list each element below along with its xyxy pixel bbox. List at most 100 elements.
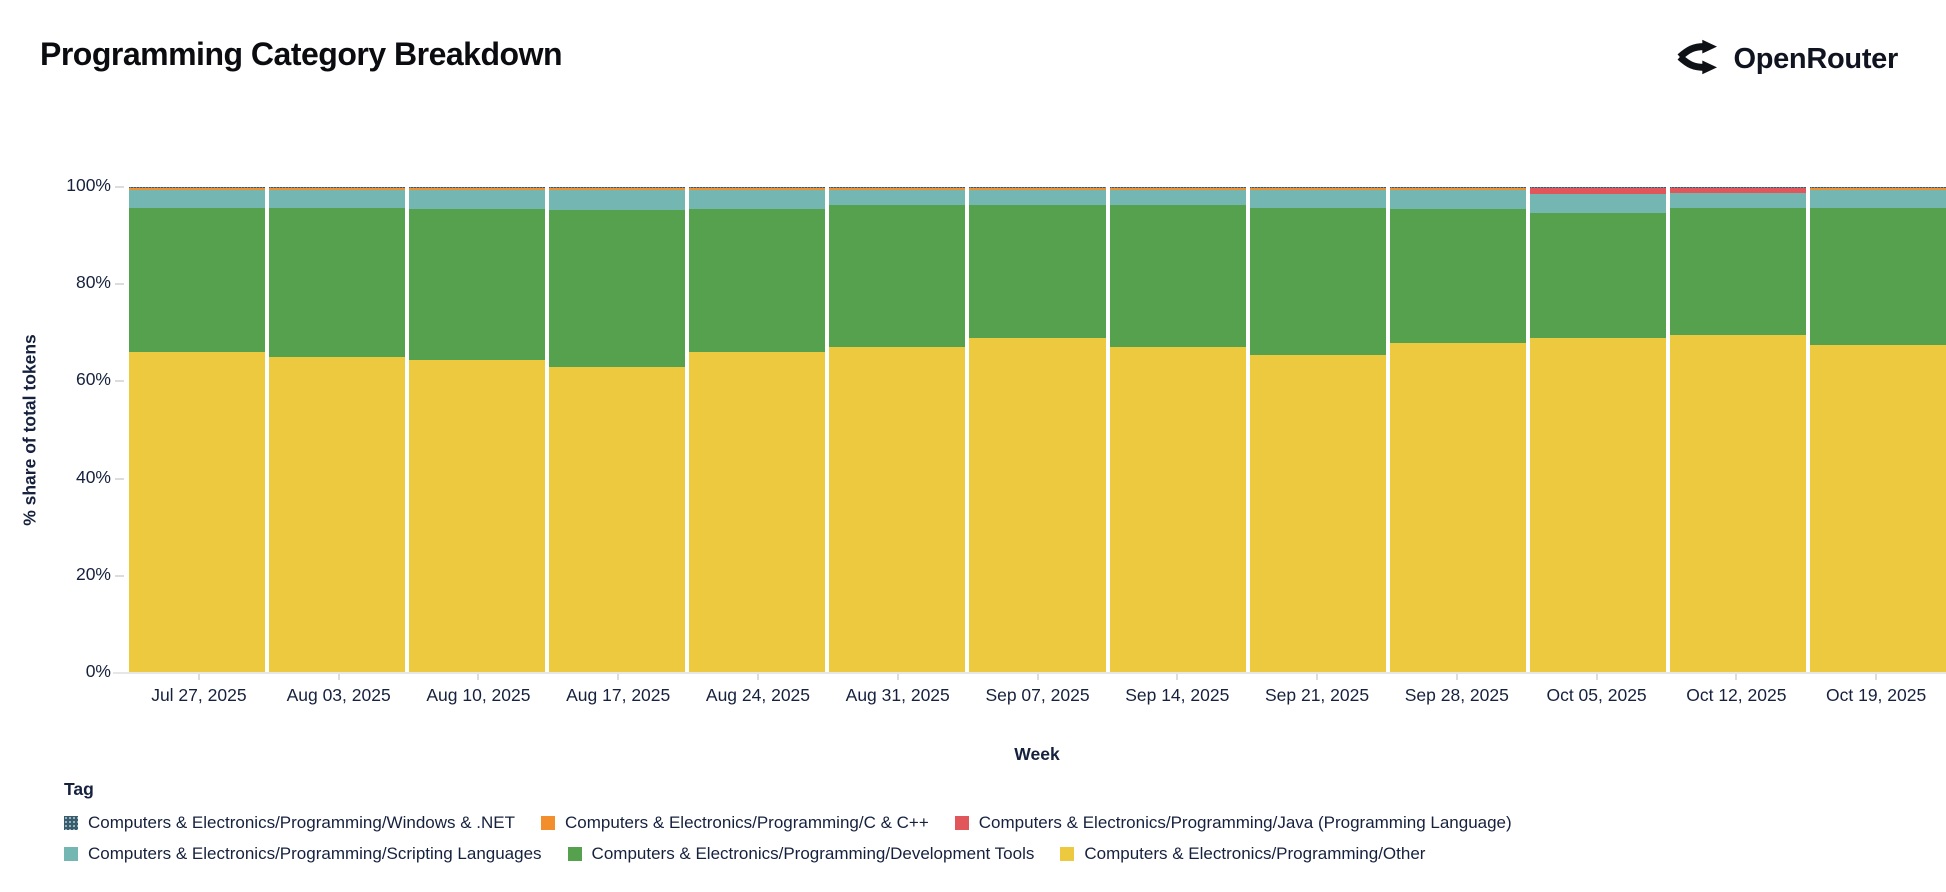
bar-segment[interactable]	[549, 210, 686, 367]
stacked-bar[interactable]	[269, 187, 406, 673]
bar-segment[interactable]	[1669, 193, 1806, 208]
stacked-bar[interactable]	[1109, 187, 1246, 673]
bar-segment[interactable]	[969, 187, 1106, 188]
bar-segment[interactable]	[1809, 187, 1946, 188]
bar-segment[interactable]	[1389, 189, 1526, 210]
bar-segment[interactable]	[1389, 209, 1526, 343]
bar-segment[interactable]	[1529, 188, 1666, 194]
bar-segment[interactable]	[269, 189, 406, 208]
bar-segment[interactable]	[969, 187, 1106, 190]
stacked-bar[interactable]	[409, 187, 546, 673]
bar-segment[interactable]	[1109, 187, 1246, 190]
bar-segment[interactable]	[689, 187, 826, 190]
bar-segment[interactable]	[969, 205, 1106, 338]
stacked-bar[interactable]	[1249, 187, 1386, 673]
bar-segment[interactable]	[1669, 187, 1806, 188]
brand-lockup[interactable]: OpenRouter	[1677, 38, 1898, 81]
bar-segment[interactable]	[549, 187, 686, 190]
bar-segment[interactable]	[829, 189, 966, 205]
x-tick-label: Sep 21, 2025	[1264, 685, 1370, 705]
bar-segment[interactable]	[409, 359, 546, 673]
bar-segment[interactable]	[1669, 207, 1806, 336]
bar-segment[interactable]	[1669, 187, 1806, 194]
bar-segment[interactable]	[129, 189, 266, 208]
bar-segment[interactable]	[549, 366, 686, 673]
stacked-bar[interactable]	[129, 187, 266, 673]
legend-row: Computers & Electronics/Programming/Wind…	[64, 813, 1512, 833]
bar-segment[interactable]	[829, 347, 966, 673]
x-tick-mark	[1455, 674, 1458, 680]
bar-segment[interactable]	[409, 187, 546, 190]
legend-item[interactable]: Computers & Electronics/Programming/Scri…	[64, 844, 542, 864]
bar-segment[interactable]	[409, 209, 546, 360]
bar-segment[interactable]	[269, 357, 406, 673]
bar-segment[interactable]	[1249, 187, 1386, 190]
bar-segment[interactable]	[689, 209, 826, 353]
bar-segment[interactable]	[129, 352, 266, 673]
bar-segment[interactable]	[969, 189, 1106, 206]
bar-segment[interactable]	[1109, 204, 1246, 348]
x-tick-mark	[1595, 674, 1598, 680]
bar-segment[interactable]	[1529, 193, 1666, 214]
bar-segment[interactable]	[829, 187, 966, 188]
bar-segment[interactable]	[1809, 208, 1946, 345]
bar-segment[interactable]	[549, 189, 686, 211]
bar-segment[interactable]	[269, 207, 406, 358]
x-tick-mark	[1875, 674, 1878, 680]
bar-segment[interactable]	[689, 189, 826, 210]
legend-item[interactable]: Computers & Electronics/Programming/Othe…	[1060, 844, 1425, 864]
stacked-bar[interactable]	[829, 187, 966, 673]
bar-segment[interactable]	[689, 352, 826, 673]
x-tick-mark	[477, 674, 480, 680]
bar-segment[interactable]	[129, 187, 266, 188]
x-tick-label: Sep 14, 2025	[1125, 685, 1230, 705]
openrouter-fork-icon	[1677, 38, 1719, 81]
bar-segment[interactable]	[969, 337, 1106, 673]
bar-segment[interactable]	[1809, 187, 1946, 190]
y-tick-mark	[115, 574, 124, 577]
bar-segment[interactable]	[269, 187, 406, 190]
y-axis-ticks	[115, 186, 125, 674]
x-tick-label: Aug 17, 2025	[566, 685, 671, 705]
stacked-bar[interactable]	[1389, 187, 1526, 673]
bar-segment[interactable]	[1249, 189, 1386, 208]
stacked-bar[interactable]	[549, 187, 686, 673]
legend-rows: Computers & Electronics/Programming/Wind…	[64, 813, 1512, 864]
bar-segment[interactable]	[1669, 335, 1806, 673]
legend-item[interactable]: Computers & Electronics/Programming/C & …	[541, 813, 929, 833]
stacked-bar[interactable]	[1529, 187, 1666, 673]
bar-segment[interactable]	[129, 187, 266, 190]
bar-segment[interactable]	[1109, 347, 1246, 673]
bar-segment[interactable]	[129, 207, 266, 353]
bar-segment[interactable]	[409, 187, 546, 188]
bar-segment[interactable]	[1809, 344, 1946, 673]
bar-segment[interactable]	[269, 187, 406, 188]
bar-segment[interactable]	[1529, 187, 1666, 188]
legend-swatch	[64, 847, 78, 861]
bar-segment[interactable]	[1389, 187, 1526, 188]
legend-item[interactable]: Computers & Electronics/Programming/Java…	[954, 813, 1512, 833]
bar-segment[interactable]	[829, 205, 966, 348]
stacked-bar[interactable]	[1669, 187, 1806, 673]
legend-label: Computers & Electronics/Programming/Deve…	[591, 844, 1035, 863]
legend-item[interactable]: Computers & Electronics/Programming/Deve…	[567, 844, 1035, 864]
bar-segment[interactable]	[689, 187, 826, 188]
legend-item[interactable]: Computers & Electronics/Programming/Wind…	[64, 813, 515, 833]
bar-segment[interactable]	[1249, 207, 1386, 355]
bar-segment[interactable]	[1529, 213, 1666, 338]
bar-segment[interactable]	[1109, 187, 1246, 188]
stacked-bar[interactable]	[1809, 187, 1946, 673]
bar-segment[interactable]	[409, 189, 546, 210]
bar-segment[interactable]	[1389, 187, 1526, 190]
bar-segment[interactable]	[1109, 189, 1246, 205]
stacked-bar[interactable]	[689, 187, 826, 673]
bar-segment[interactable]	[1529, 337, 1666, 673]
bar-segment[interactable]	[1249, 354, 1386, 673]
bar-segment[interactable]	[1389, 342, 1526, 673]
bar-segment[interactable]	[829, 187, 966, 190]
bar-segment[interactable]	[1249, 187, 1386, 188]
stacked-bar[interactable]	[969, 187, 1106, 673]
bar-segment[interactable]	[1809, 189, 1946, 209]
bar-segment[interactable]	[549, 187, 686, 188]
